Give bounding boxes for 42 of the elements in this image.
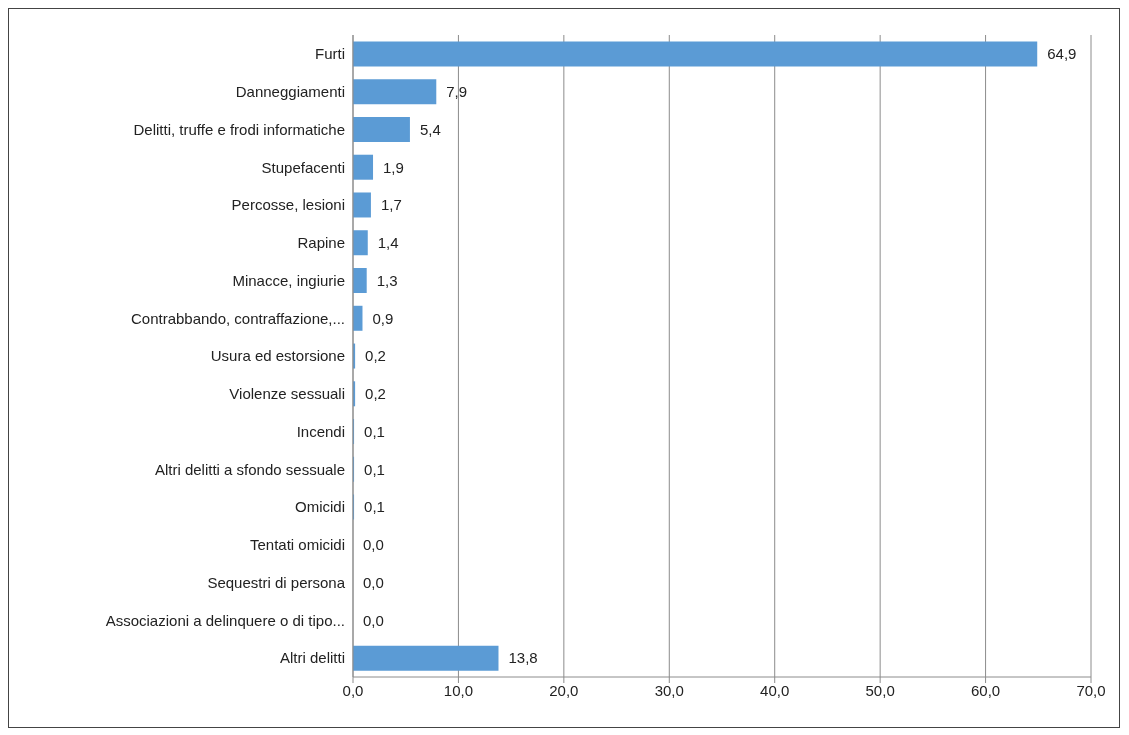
y-tick-label: Omicidi bbox=[294, 498, 345, 516]
data-label: 1,3 bbox=[376, 271, 398, 289]
data-label: 64,9 bbox=[1047, 45, 1077, 63]
y-tick-label: Furti bbox=[315, 45, 345, 63]
x-tick-label: 70,0 bbox=[1076, 681, 1106, 699]
y-tick-label: Tentati omicidi bbox=[249, 536, 345, 554]
y-tick-label: Danneggiamenti bbox=[235, 82, 345, 100]
x-tick-label: 60,0 bbox=[970, 681, 1001, 699]
y-tick-label: Altri delitti bbox=[279, 649, 345, 667]
x-tick-label: 40,0 bbox=[760, 681, 790, 699]
data-label: 0,0 bbox=[363, 573, 384, 591]
y-tick-label: Minacce, ingiurie bbox=[232, 271, 345, 289]
y-tick-label: Delitti, truffe e frodi informatiche bbox=[133, 120, 345, 138]
y-tick-label: Contrabbando, contraffazione,... bbox=[130, 309, 345, 327]
y-tick-label: Usura ed estorsione bbox=[210, 347, 345, 365]
x-tick-label: 10,0 bbox=[443, 681, 474, 699]
data-label: 5,4 bbox=[419, 120, 441, 138]
y-tick-label: Violenze sessuali bbox=[229, 385, 345, 403]
x-tick-label: 50,0 bbox=[865, 681, 895, 699]
data-label: 0,9 bbox=[372, 309, 394, 327]
data-label: 7,9 bbox=[446, 83, 468, 101]
data-label: 1,9 bbox=[383, 158, 404, 176]
y-tick-label: Associazioni a delinquere o di tipo... bbox=[105, 611, 345, 629]
data-label: 0,0 bbox=[363, 611, 384, 629]
x-tick-label: 20,0 bbox=[549, 681, 579, 699]
data-label: 0,2 bbox=[365, 347, 386, 365]
y-tick-label: Stupefacenti bbox=[261, 158, 345, 176]
data-label: 1,4 bbox=[377, 234, 399, 252]
x-tick-label: 30,0 bbox=[654, 681, 684, 699]
data-label: 0,0 bbox=[363, 536, 384, 554]
data-label: 0,1 bbox=[364, 498, 385, 516]
data-label: 1,7 bbox=[380, 196, 402, 214]
y-tick-label: Incendi bbox=[296, 422, 345, 440]
x-tick-label: 0,0 bbox=[342, 681, 364, 699]
data-label: 13,8 bbox=[508, 649, 538, 667]
y-tick-label: Altri delitti a sfondo sessuale bbox=[154, 460, 345, 478]
data-label: 0,2 bbox=[365, 385, 386, 403]
y-tick-label: Percosse, lesioni bbox=[231, 196, 345, 214]
y-tick-label: Sequestri di persona bbox=[207, 573, 346, 591]
y-tick-label: Rapine bbox=[297, 234, 345, 252]
data-label: 0,1 bbox=[364, 460, 385, 478]
data-label: 0,1 bbox=[364, 422, 385, 440]
